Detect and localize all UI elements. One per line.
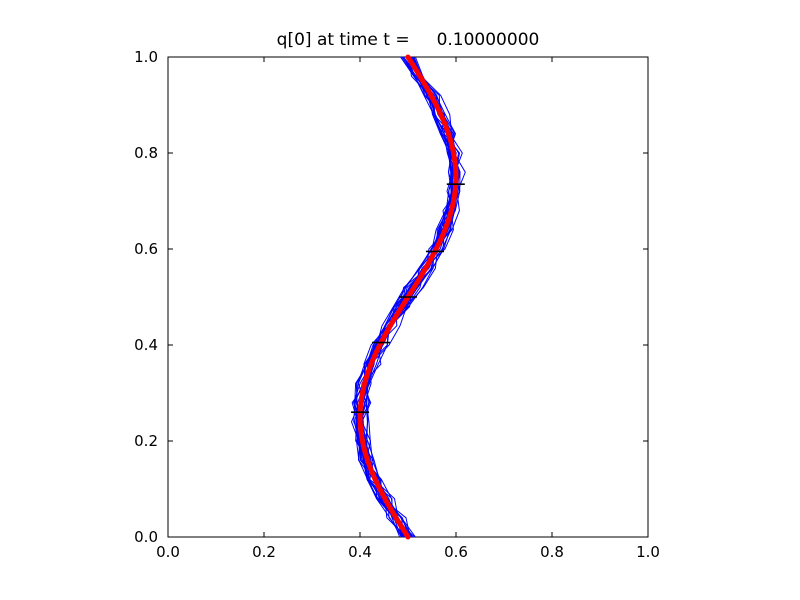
x-tick-label: 0.4 [348,543,372,561]
y-tick-label: 0.6 [134,240,158,258]
x-tick-label: 1.0 [636,543,660,561]
x-tick-label: 0.6 [444,543,468,561]
tick-marks [167,56,649,538]
y-tick-label: 0.4 [134,336,158,354]
y-tick-label: 1.0 [134,48,158,66]
x-tick-label: 0.2 [252,543,276,561]
y-tick-label: 0.8 [134,144,158,162]
x-tick-label: 0.0 [156,543,180,561]
y-tick-label: 0.2 [134,432,158,450]
series-layer [350,54,466,540]
x-tick-label: 0.8 [540,543,564,561]
plot-title: q[0] at time t = 0.10000000 [276,30,540,50]
y-tick-label: 0.0 [134,528,158,546]
